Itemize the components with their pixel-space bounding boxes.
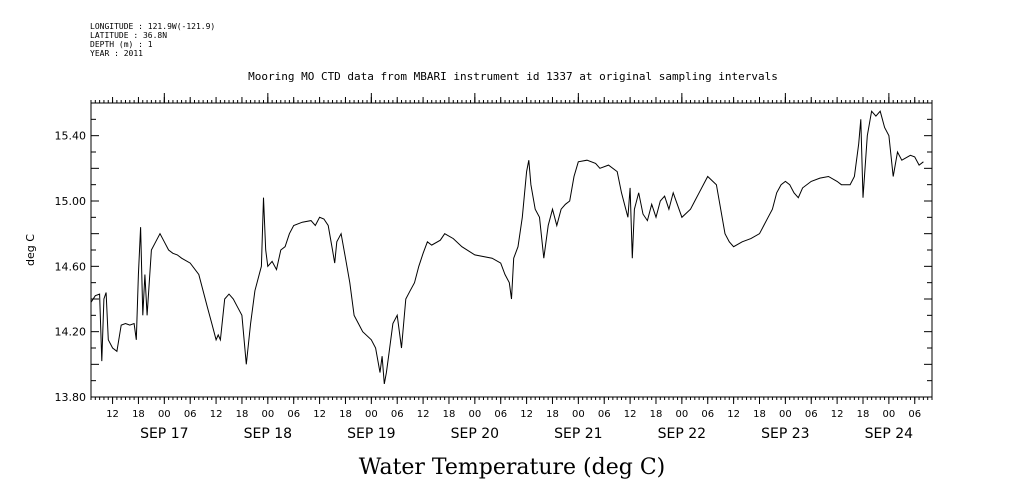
- y-tick-label: 15.40: [55, 130, 87, 143]
- x-date-label: SEP 23: [761, 426, 809, 442]
- x-hour-label: 12: [831, 409, 844, 420]
- x-hour-label: 18: [546, 409, 559, 420]
- x-hour-label: 06: [494, 409, 507, 420]
- temperature-series-line: [90, 110, 924, 384]
- x-hour-label: 12: [520, 409, 533, 420]
- x-hour-label: 18: [857, 409, 870, 420]
- y-axis-title: deg C: [24, 234, 37, 266]
- x-hour-label: 06: [184, 409, 197, 420]
- year-label: YEAR : 2011: [90, 49, 143, 58]
- x-date-label: SEP 24: [865, 426, 914, 442]
- x-hour-label: 18: [339, 409, 352, 420]
- x-hour-label: 18: [236, 409, 249, 420]
- x-hour-label: 06: [701, 409, 714, 420]
- x-hour-label: 18: [650, 409, 663, 420]
- x-hour-label: 12: [727, 409, 740, 420]
- y-tick-label: 13.80: [55, 391, 87, 404]
- plot-frame: [90, 102, 933, 398]
- x-hour-label: 12: [313, 409, 326, 420]
- x-hour-label: 06: [908, 409, 921, 420]
- y-tick-label: 14.20: [55, 326, 87, 339]
- metadata-block: LONGITUDE : 121.9W(-121.9) LATITUDE : 36…: [90, 22, 215, 58]
- x-hour-label: 18: [443, 409, 456, 420]
- x-date-label: SEP 22: [658, 426, 706, 442]
- x-hour-label: 06: [598, 409, 611, 420]
- x-hour-label: 12: [210, 409, 223, 420]
- chart-title: Mooring MO CTD data from MBARI instrumen…: [248, 70, 778, 83]
- x-hour-label: 12: [106, 409, 119, 420]
- x-hour-label: 06: [391, 409, 404, 420]
- x-hour-label: 00: [365, 409, 378, 420]
- longitude-label: LONGITUDE : 121.9W(-121.9): [90, 22, 216, 31]
- depth-label: DEPTH (m) : 1: [90, 40, 153, 49]
- x-hour-label: 00: [883, 409, 896, 420]
- x-hour-label: 06: [287, 409, 300, 420]
- latitude-label: LATITUDE : 36.8N: [90, 31, 168, 40]
- x-date-label: SEP 21: [554, 426, 602, 442]
- x-hour-label: 00: [675, 409, 688, 420]
- x-date-label: SEP 19: [347, 426, 395, 442]
- x-hour-label: 06: [805, 409, 818, 420]
- x-hour-label: 00: [158, 409, 171, 420]
- x-hour-label: 18: [132, 409, 145, 420]
- x-axis-title: Water Temperature (deg C): [358, 455, 666, 480]
- x-hour-label: 00: [468, 409, 481, 420]
- x-hour-label: 12: [624, 409, 637, 420]
- x-date-label: SEP 20: [451, 426, 499, 442]
- x-date-label: SEP 17: [140, 426, 188, 442]
- y-tick-label: 14.60: [55, 260, 87, 273]
- y-tick-label: 15.00: [55, 195, 87, 208]
- x-hour-label: 00: [261, 409, 274, 420]
- x-hour-label: 00: [572, 409, 585, 420]
- x-hour-label: 18: [753, 409, 766, 420]
- x-date-label: SEP 18: [244, 426, 292, 442]
- x-hour-label: 00: [779, 409, 792, 420]
- x-hour-label: 12: [417, 409, 430, 420]
